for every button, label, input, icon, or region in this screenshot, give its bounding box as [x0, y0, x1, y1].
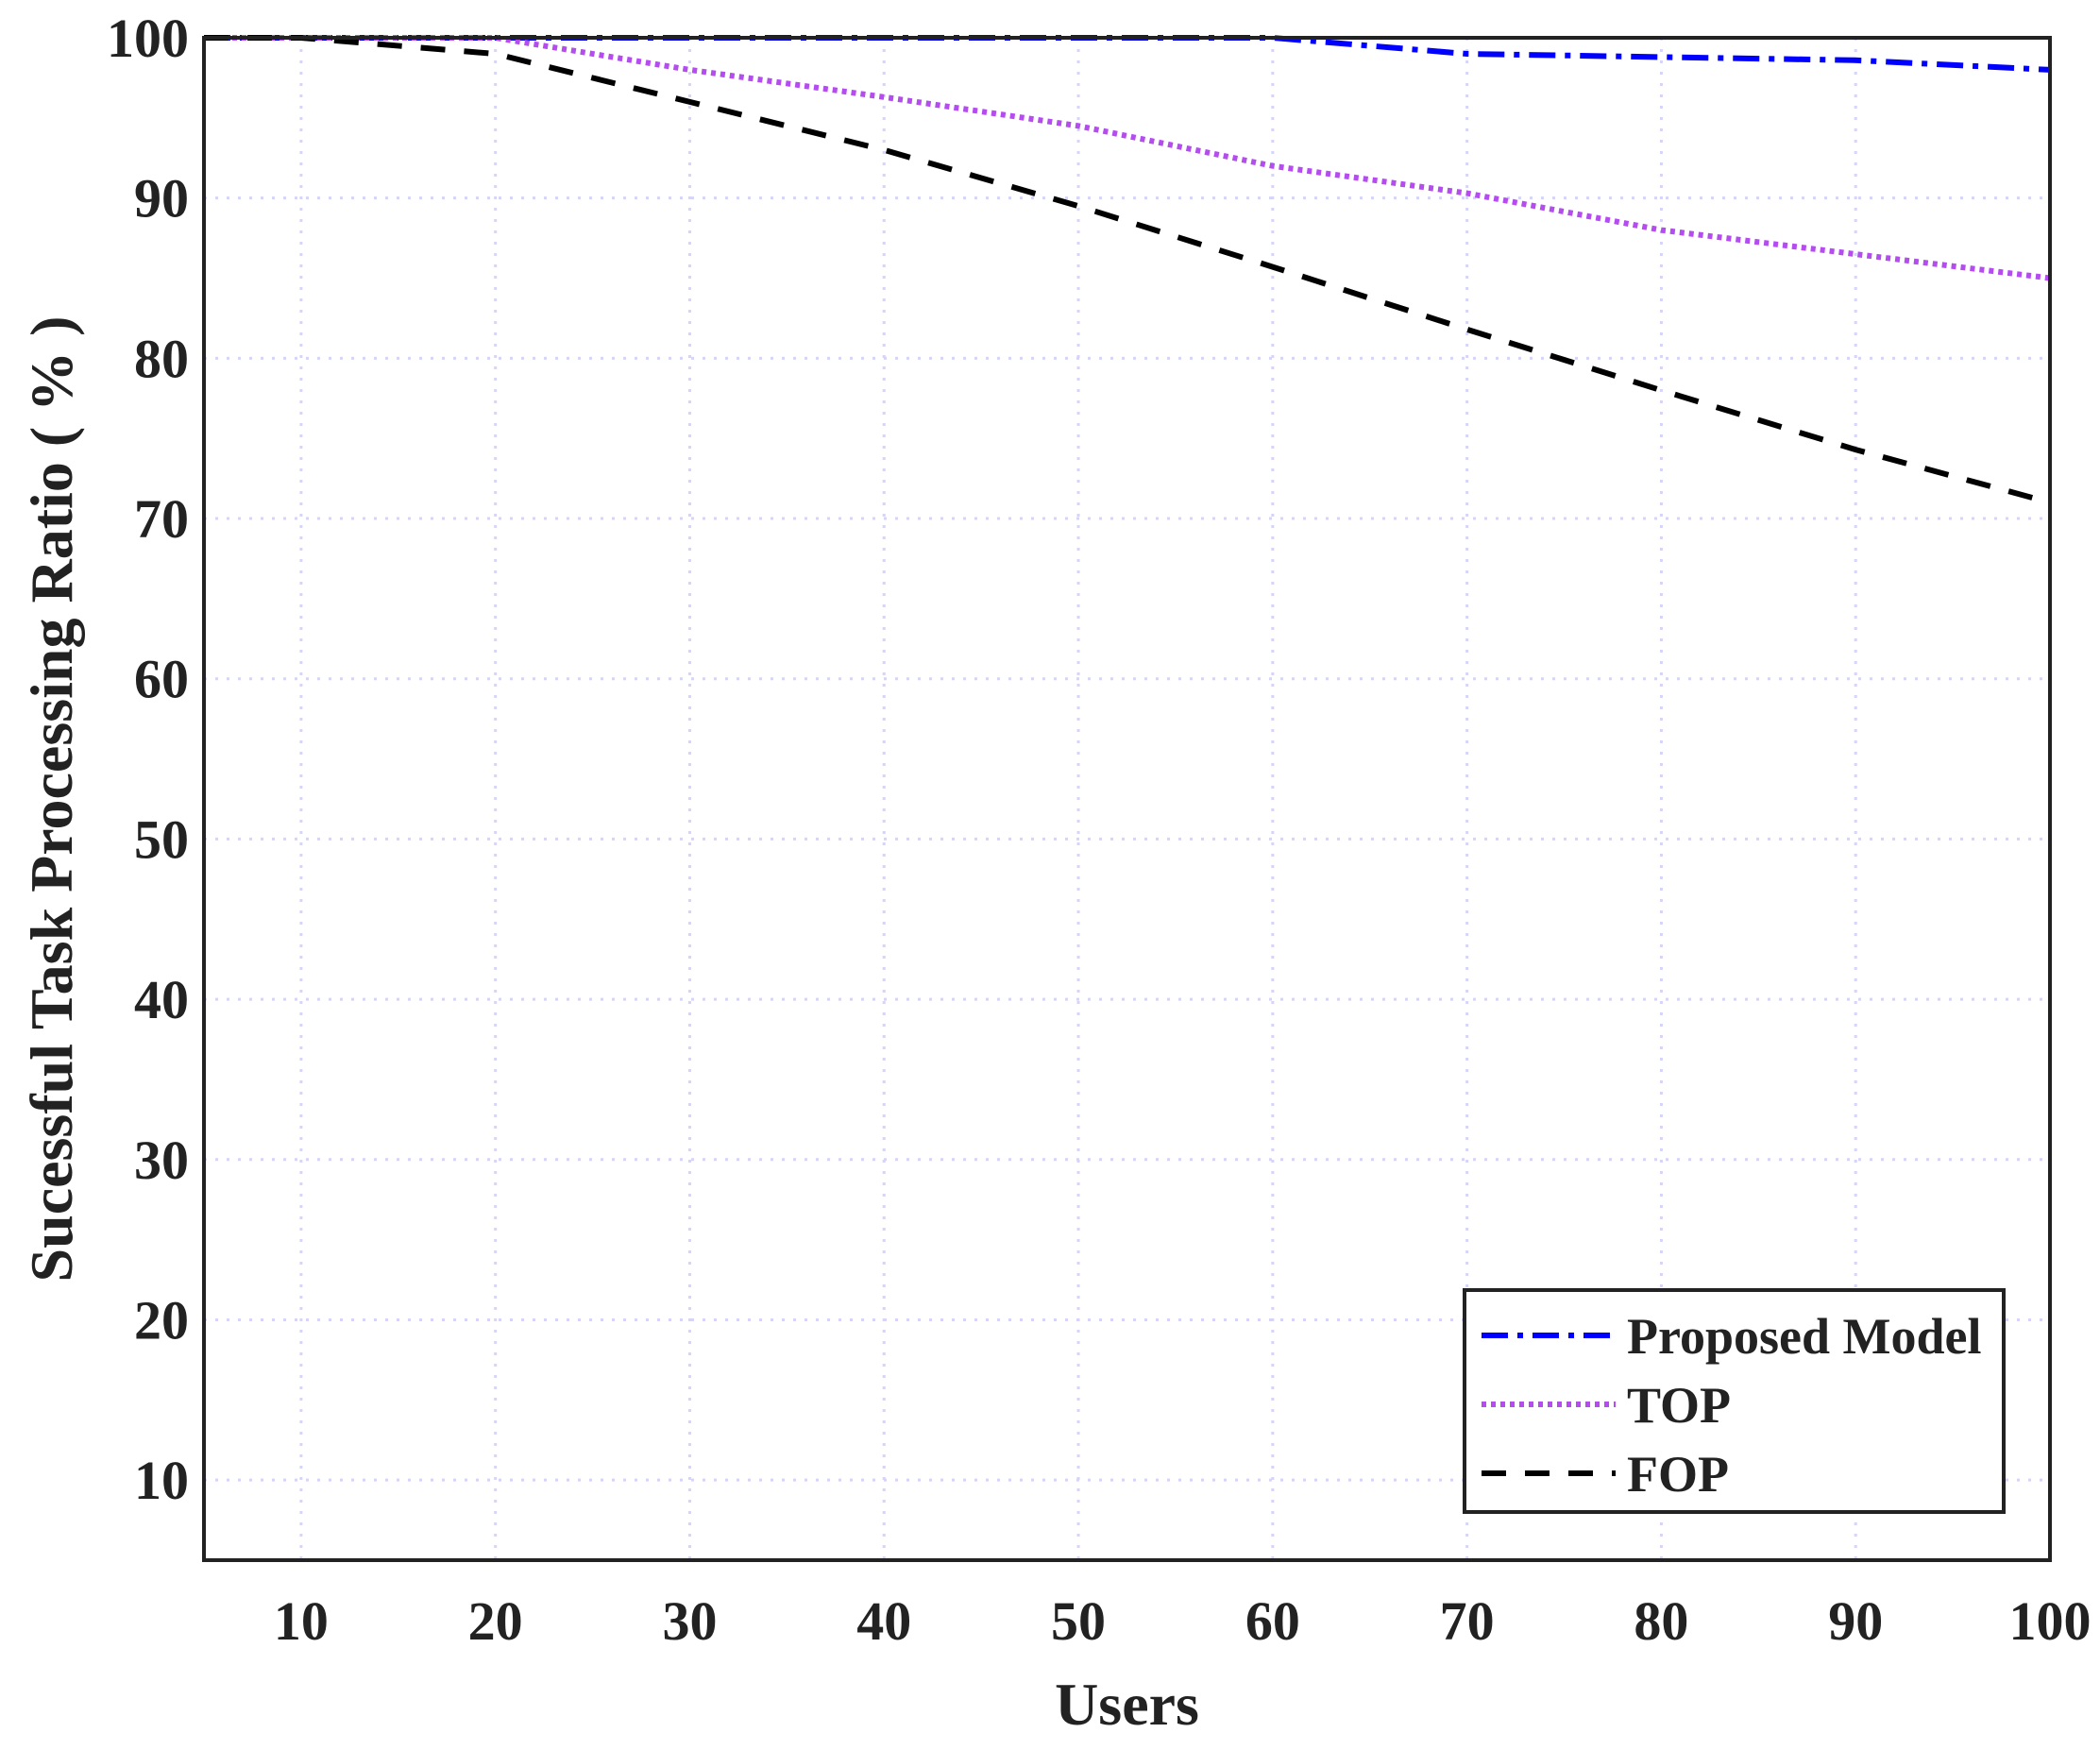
- legend-label-2: FOP: [1627, 1446, 1729, 1503]
- y-tick-label: 100: [107, 8, 189, 69]
- y-tick-label: 50: [134, 808, 189, 870]
- plot-frame: [202, 36, 2052, 1562]
- x-tick-label: 90: [1828, 1590, 1883, 1652]
- x-tick-label: 70: [1440, 1590, 1495, 1652]
- x-tick-label: 40: [856, 1590, 911, 1652]
- x-tick-label: 100: [2009, 1590, 2092, 1652]
- series-line-2: [204, 35, 2051, 505]
- y-tick-label: 30: [134, 1130, 189, 1191]
- x-tick-label: 20: [468, 1590, 523, 1652]
- x-tick-label: 80: [1634, 1590, 1688, 1652]
- x-tick-label: 30: [662, 1590, 717, 1652]
- y-tick-label: 40: [134, 969, 189, 1030]
- legend-label-1: TOP: [1627, 1377, 1731, 1434]
- x-axis-title: Users: [1055, 1671, 1199, 1738]
- y-tick-label: 70: [134, 488, 189, 550]
- x-tick-label: 60: [1245, 1590, 1300, 1652]
- y-tick-label: 80: [134, 328, 189, 389]
- legend-box: [1463, 1288, 2006, 1514]
- legend-label-0: Proposed Model: [1627, 1308, 1982, 1365]
- y-tick-label: 20: [134, 1289, 189, 1351]
- y-tick-label: 60: [134, 649, 189, 710]
- x-tick-label: 50: [1051, 1590, 1106, 1652]
- x-tick-label: 10: [274, 1590, 329, 1652]
- y-axis-title: Sucessful Task Processing Ratio ( % ): [18, 316, 85, 1283]
- y-tick-label: 10: [134, 1450, 189, 1511]
- y-tick-label: 90: [134, 168, 189, 229]
- tick-labels: 10 20 30 40 50 60 70 80 90 100 10 20 30 40 50 60 70 80 90 1…: [107, 8, 2092, 1652]
- legend: Proposed Model TOP FOP: [1463, 1288, 2006, 1514]
